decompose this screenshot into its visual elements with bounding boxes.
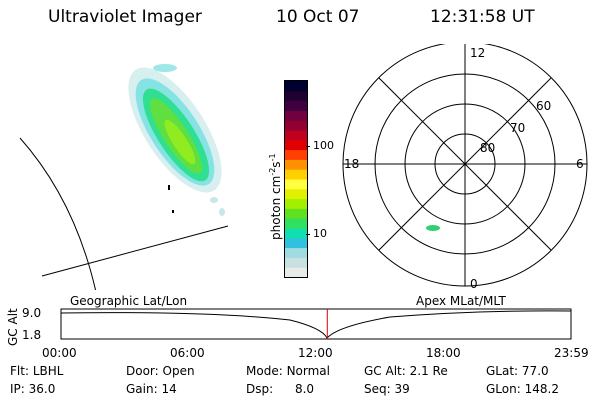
- colorbar-band: [285, 159, 307, 170]
- mlt-label-left: 18: [344, 157, 359, 171]
- colorbar-band: [285, 100, 307, 111]
- x-tick-0000: 00:00: [42, 346, 77, 360]
- time-label: 12:31:58 UT: [430, 7, 535, 27]
- status-dsp: Dsp: 8.0: [246, 382, 315, 396]
- colorbar-unit-label: photon cm-2s-1: [268, 153, 283, 240]
- colorbar-band: [285, 218, 307, 229]
- status-seq: Seq: 39: [364, 382, 410, 396]
- x-tick-2359: 23:59: [554, 346, 589, 360]
- date-label: 10 Oct 07: [276, 7, 360, 27]
- colorbar-band: [285, 257, 307, 268]
- colorbar-band: [285, 110, 307, 121]
- uv-image-panel: [19, 64, 229, 290]
- colorbar-band: [285, 237, 307, 249]
- status-gain: Gain: 14: [126, 382, 177, 396]
- x-tick-0600: 06:00: [170, 346, 205, 360]
- earth-limb-line: [19, 137, 97, 290]
- altitude-curve: [60, 310, 572, 339]
- terminator-line: [41, 225, 229, 277]
- auroral-emission: [128, 64, 225, 216]
- auroral-spot: [426, 225, 440, 231]
- colorbar: [284, 80, 308, 278]
- status-mode: Mode: Normal: [246, 364, 330, 378]
- colorbar-band: [285, 139, 307, 151]
- colorbar-tick-10: [306, 234, 310, 235]
- lat-label-60: 60: [536, 99, 551, 113]
- lat-label-80: 80: [480, 141, 495, 155]
- timeline-right-label: Apex MLat/MLT: [416, 294, 506, 308]
- colorbar-band: [285, 267, 307, 277]
- altitude-timeline: [60, 308, 572, 340]
- mlt-label-bottom: 0: [470, 277, 478, 290]
- x-tick-1200: 12:00: [298, 346, 333, 360]
- timeline-frame: [60, 308, 572, 340]
- colorbar-band: [285, 179, 307, 190]
- colorbar-tick-100: [306, 146, 310, 147]
- timeline-y-tick-bottom: 1.8: [22, 328, 42, 342]
- colorbar-band: [285, 198, 307, 209]
- timeline-y-axis-label: GC Alt: [6, 308, 20, 346]
- colorbar-tick-label-10: 10: [313, 227, 327, 240]
- x-tick-1800: 18:00: [426, 346, 461, 360]
- colorbar-band: [285, 188, 307, 200]
- colorbar-band: [285, 208, 307, 219]
- status-door: Door: Open: [126, 364, 195, 378]
- colorbar-band: [285, 130, 307, 141]
- status-ip: IP: 36.0: [10, 382, 56, 396]
- timeline-y-tick-top: 9.0: [22, 306, 42, 320]
- status-flt: Flt: LBHL: [10, 364, 64, 378]
- status-glon: GLon: 148.2: [486, 382, 559, 396]
- colorbar-tick-label-100: 100: [313, 139, 334, 152]
- mlt-label-top: 12: [470, 46, 485, 60]
- mlt-label-right: 6: [576, 157, 584, 171]
- polar-diagonal-2: [378, 77, 552, 251]
- colorbar-band: [285, 228, 307, 239]
- colorbar-band: [285, 149, 307, 160]
- instrument-title: Ultraviolet Imager: [48, 7, 202, 27]
- colorbar-band: [285, 247, 307, 258]
- colorbar-band: [285, 90, 307, 102]
- colorbar-band: [285, 81, 307, 92]
- timeline-left-label: Geographic Lat/Lon: [70, 294, 188, 308]
- lat-label-70: 70: [510, 121, 525, 135]
- colorbar-band: [285, 120, 307, 131]
- status-gc-alt: GC Alt: 2.1 Re: [364, 364, 448, 378]
- colorbar-band: [285, 169, 307, 180]
- polar-mlt-plot: 12 0 18 6 60 70 80: [342, 44, 588, 290]
- status-glat: GLat: 77.0: [486, 364, 549, 378]
